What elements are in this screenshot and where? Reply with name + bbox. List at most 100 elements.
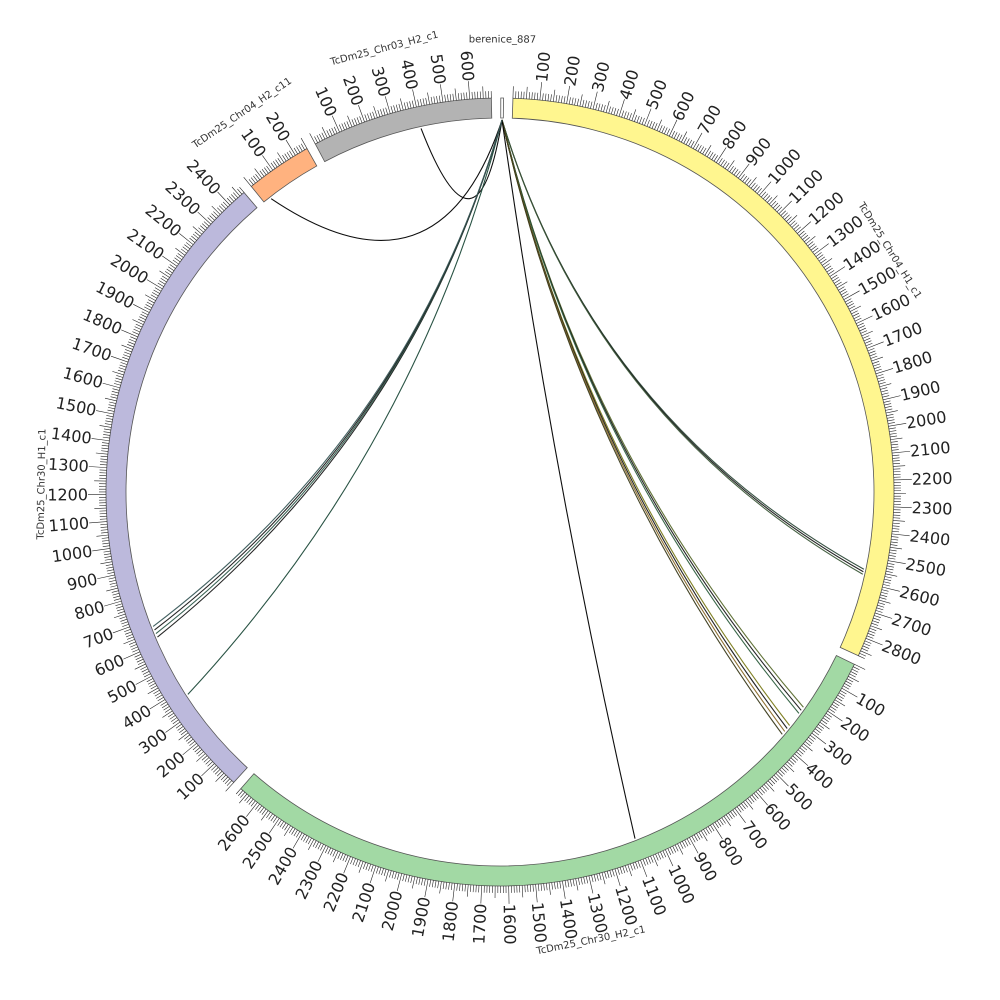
tick-label: 1600 [868, 290, 913, 325]
tick-label: 600 [760, 799, 794, 835]
tick-label: 400 [802, 759, 837, 793]
tick-label: 1500 [855, 263, 900, 299]
tick-label: 400 [397, 58, 422, 92]
tick-label: 1900 [408, 895, 434, 939]
tick-label: 1600 [500, 904, 520, 945]
tick-label: 500 [427, 53, 450, 86]
tick-label: 1700 [469, 903, 490, 945]
tick-label: 700 [81, 624, 116, 652]
tick-label: 900 [65, 569, 99, 594]
link-to-tcdm25-chr04-h1-c1 [501, 119, 864, 575]
tick-label: 500 [104, 676, 140, 707]
tick-label: 300 [820, 736, 856, 770]
tick-label: 600 [92, 650, 128, 680]
tick-label: 200 [837, 713, 873, 746]
tick-label: 2700 [889, 609, 934, 640]
tick-label: 900 [742, 134, 776, 170]
tick-label: 100 [311, 84, 341, 120]
tick-label: 1200 [47, 485, 88, 504]
tick-label: 300 [588, 60, 614, 94]
segment-label-berenice-887: berenice_887 [469, 34, 536, 45]
tick-label: 600 [457, 50, 478, 82]
tick-label: 1400 [556, 897, 581, 940]
segment-label-tcdm25-chr30-h1-c1: TcDm25_Chr30_H1_c1 [36, 428, 49, 540]
tick-label: 200 [560, 54, 584, 87]
tick-label: 1000 [664, 862, 698, 907]
segment-tcdm25-chr04-h1-c1 [511, 97, 895, 657]
segment-berenice-887 [500, 97, 504, 119]
tick-label: 800 [72, 597, 107, 624]
segment-label-tcdm25-chr03-h2-c1: TcDm25_Chr03_H2_c1 [328, 29, 439, 68]
segment-tcdm25-chr03-h2-c1 [314, 97, 493, 163]
tick-label: 1800 [439, 900, 463, 943]
tick-label: 100 [853, 689, 889, 721]
link-to-tcdm25-chr30-h2-c1 [501, 119, 636, 839]
link-to-tcdm25-chr30-h2-c1 [501, 119, 786, 732]
tick-label: 100 [173, 769, 208, 804]
tick-label: 1700 [69, 334, 114, 365]
tick-label: 900 [690, 849, 721, 885]
tick-label: 2300 [911, 498, 952, 519]
tick-label: 1100 [638, 874, 670, 919]
segment-tcdm25-chr30-h1-c1 [105, 191, 258, 783]
tick-label: 2000 [107, 250, 152, 287]
link-to-tcdm25-chr30-h2-c1 [501, 119, 800, 714]
tick-label: 1800 [80, 305, 125, 338]
links-layer [152, 119, 865, 839]
tick-label: 2400 [264, 844, 301, 889]
tick-label: 2200 [319, 870, 352, 915]
tick-label: 1500 [54, 393, 98, 420]
tick-label: 2100 [348, 880, 379, 925]
link-to-tcdm25-chr04-h2-c11 [270, 119, 503, 242]
tick-label: 700 [694, 102, 726, 138]
tick-label: 200 [153, 747, 189, 781]
tick-label: 300 [135, 725, 171, 758]
tick-label: 600 [668, 88, 698, 124]
segment-tcdm25-chr30-h2-c1 [240, 654, 855, 887]
tick-label: 700 [738, 817, 771, 853]
ticks-tcdm25-chr30-h2-c1: 1002003004005006007008009001000110012001… [214, 664, 889, 945]
tick-label: 200 [262, 109, 294, 145]
tick-marks [235, 664, 866, 904]
ticks-layer: 100 200 300 400 5006007008009001000110012001… [47, 50, 953, 945]
tick-label: 1400 [50, 424, 93, 448]
link-to-tcdm25-chr03-h2-c1 [420, 119, 503, 200]
tick-label: 2400 [909, 526, 952, 549]
tick-label: 300 [368, 64, 395, 99]
tick-label: 1000 [51, 542, 94, 567]
tick-label: 1300 [584, 891, 612, 935]
tick-label: 800 [718, 117, 751, 153]
tick-label: 1600 [61, 363, 105, 392]
tick-label: 100 [532, 51, 554, 83]
link-to-tcdm25-chr30-h1-c1 [154, 119, 503, 631]
segment-tcdm25-chr04-h2-c11 [250, 147, 318, 203]
segments-layer [105, 97, 895, 887]
link-to-tcdm25-chr30-h1-c1 [157, 119, 503, 638]
link-to-tcdm25-chr30-h1-c1 [152, 119, 503, 627]
link-to-tcdm25-chr30-h2-c1 [501, 119, 788, 729]
tick-label: 200 [339, 73, 367, 108]
tick-marks [512, 82, 912, 659]
tick-label: 2100 [909, 438, 951, 461]
tick-label: 1500 [528, 901, 551, 943]
tick-label: 2200 [912, 469, 953, 489]
tick-label: 400 [615, 67, 642, 102]
tick-label: 2300 [291, 857, 326, 902]
link-to-tcdm25-chr30-h1-c1 [187, 119, 503, 695]
tick-label: 800 [714, 834, 746, 870]
tick-marks [309, 81, 492, 145]
tick-label: 1100 [48, 513, 90, 535]
tick-label: 1300 [48, 455, 90, 476]
tick-label: 1200 [611, 883, 641, 927]
tick-label: 2800 [879, 636, 924, 669]
tick-label: 2500 [904, 554, 947, 580]
tick-label: 2000 [378, 889, 407, 933]
tick-marks [243, 137, 308, 187]
tick-label: 100 [237, 125, 270, 161]
tick-label: 2600 [898, 582, 942, 610]
tick-label: 1900 [898, 377, 942, 405]
tick-marks [88, 186, 245, 792]
link-to-tcdm25-chr30-h1-c1 [155, 119, 503, 634]
link-to-tcdm25-chr30-h2-c1 [501, 119, 783, 735]
